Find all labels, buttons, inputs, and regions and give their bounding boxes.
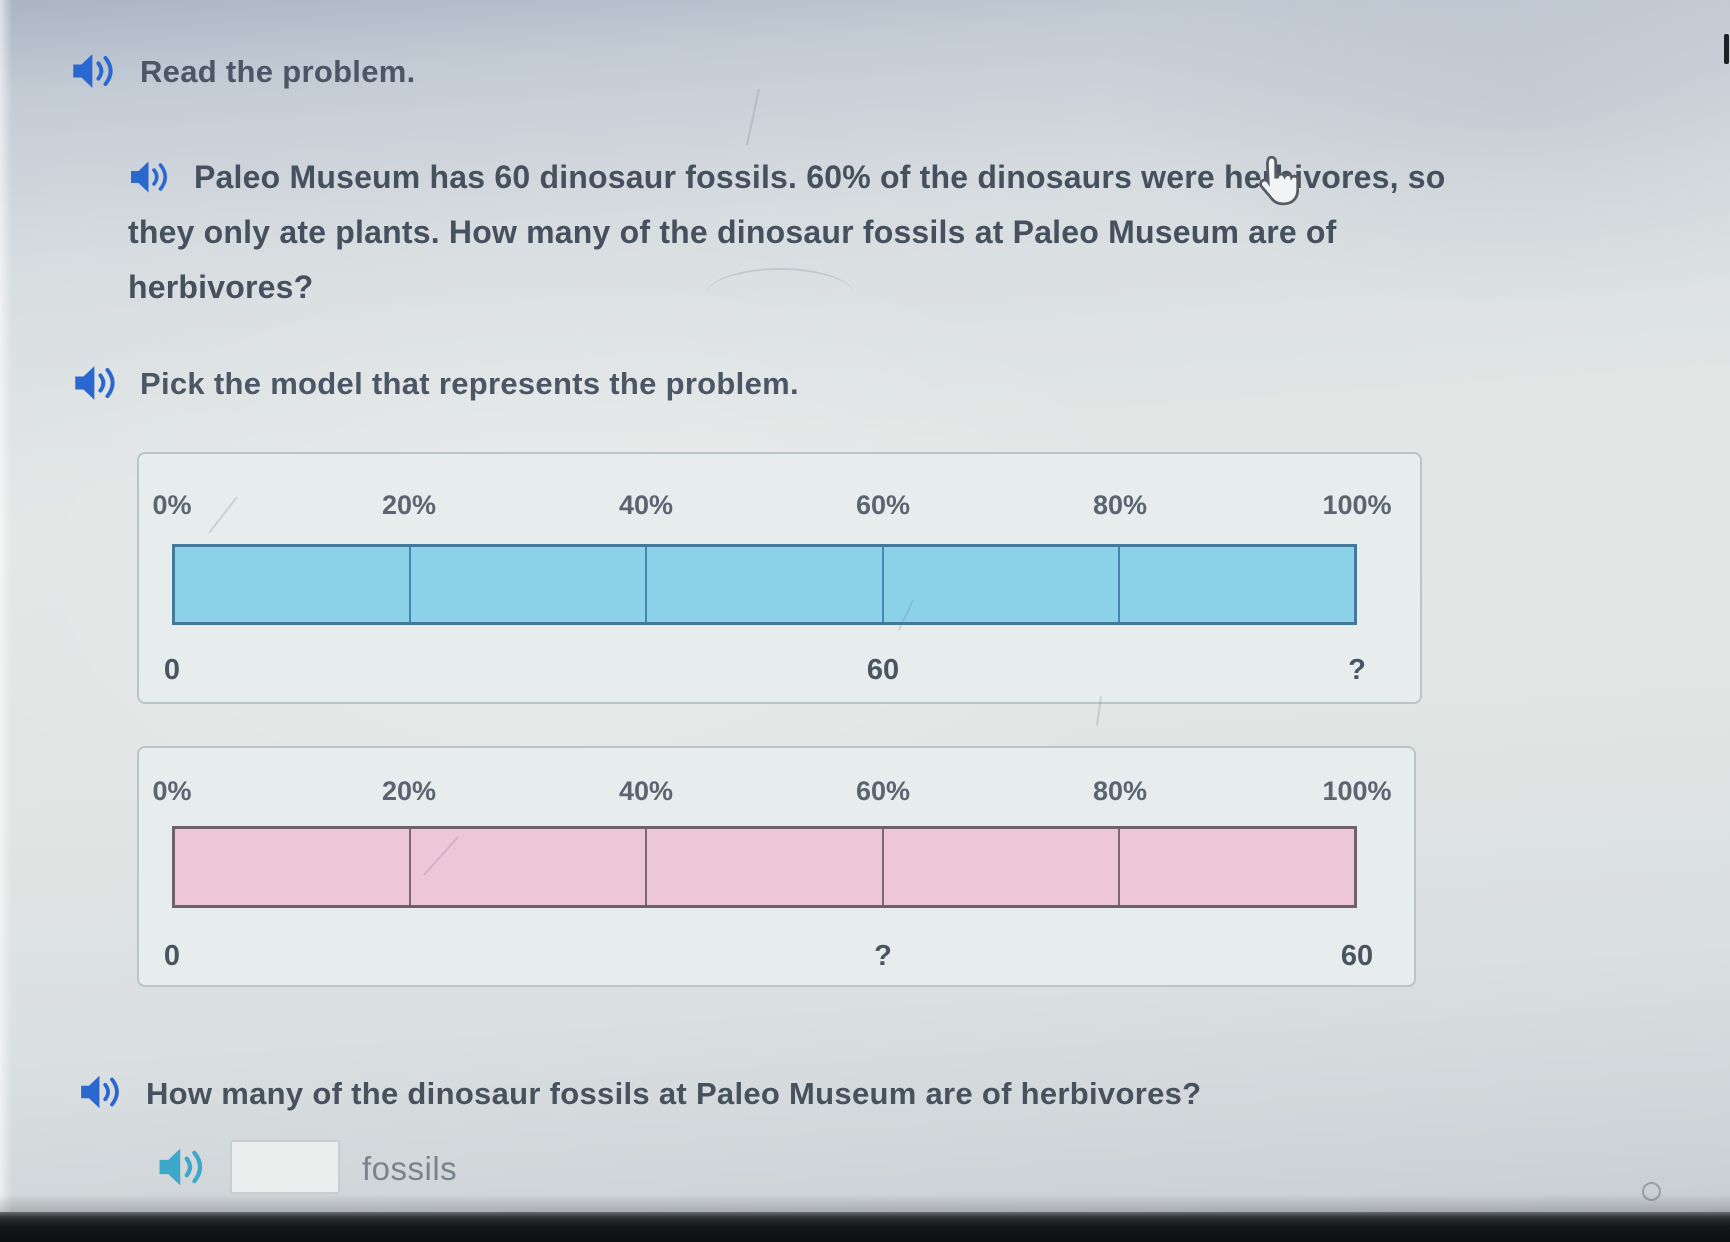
- tape-segment: [884, 829, 1120, 905]
- tape-segment: [175, 547, 412, 622]
- screen-bottom-shadow: [0, 1194, 1730, 1212]
- photo-artifact: [1642, 1182, 1661, 1201]
- percent-tick-label: 40%: [618, 490, 674, 520]
- problem-text: Paleo Museum has 60 dinosaur fossils. 60…: [128, 159, 1446, 305]
- pick-instruction-label: Pick the model that represents the probl…: [140, 366, 799, 401]
- percent-tick-label: 60%: [855, 490, 911, 520]
- tape-segment: [175, 829, 412, 905]
- tape-segment: [1120, 547, 1354, 622]
- photo-artifact: [1724, 34, 1729, 64]
- percent-tick-label: 100%: [1322, 776, 1392, 806]
- percent-tick-label: 80%: [1092, 490, 1148, 520]
- hand-pointer-cursor: [1259, 155, 1299, 206]
- speaker-icon: [81, 1075, 119, 1109]
- value-label: 0: [163, 940, 181, 972]
- tape-segment: [1120, 829, 1354, 905]
- model-option-1[interactable]: 0% 20% 40% 60% 80% 100% 0 60 ?: [137, 452, 1422, 704]
- value-label: ?: [1348, 654, 1366, 686]
- photo-artifact: [705, 268, 855, 296]
- speaker-icon[interactable]: [128, 158, 172, 196]
- value-label: 0: [163, 654, 181, 686]
- percent-tick-label: 40%: [618, 776, 674, 806]
- screen-edge-glow: [0, 0, 12, 1242]
- answer-unit-label: fossils: [362, 1150, 458, 1187]
- read-audio-button[interactable]: [70, 50, 118, 92]
- percent-tick-label: 80%: [1092, 776, 1148, 806]
- tape-diagram-pink: [172, 826, 1357, 908]
- answer-audio-button[interactable]: [156, 1144, 208, 1190]
- question-audio-button[interactable]: [78, 1072, 124, 1112]
- speaker-icon: [159, 1148, 203, 1186]
- read-instruction-label: Read the problem.: [140, 54, 416, 89]
- question-text: How many of the dinosaur fossils at Pale…: [146, 1076, 1202, 1111]
- value-label: 60: [866, 654, 900, 686]
- percent-tick-label: 0%: [152, 490, 192, 520]
- percent-tick-label: 20%: [381, 490, 437, 520]
- tape-segment: [647, 829, 884, 905]
- tape-segment: [647, 547, 884, 622]
- speaker-icon: [73, 54, 113, 88]
- value-label: 60: [1340, 940, 1374, 972]
- problem-statement: Paleo Museum has 60 dinosaur fossils. 60…: [128, 150, 1506, 315]
- model-option-2[interactable]: 0% 20% 40% 60% 80% 100% 0 ? 60: [137, 746, 1416, 987]
- percent-tick-label: 20%: [381, 776, 437, 806]
- percent-tick-label: 60%: [855, 776, 911, 806]
- screen-bezel-bar: [0, 1212, 1730, 1242]
- answer-input[interactable]: [230, 1140, 340, 1194]
- percent-tick-label: 100%: [1322, 490, 1392, 520]
- speaker-icon: [75, 366, 115, 400]
- tape-segment: [411, 829, 648, 905]
- pick-audio-button[interactable]: [72, 362, 120, 404]
- tape-segment: [411, 547, 648, 622]
- tape-segment: [884, 547, 1120, 622]
- percent-tick-label: 0%: [152, 776, 192, 806]
- value-label: ?: [874, 940, 892, 972]
- photo-artifact: [745, 88, 761, 146]
- tape-diagram-blue: [172, 544, 1357, 625]
